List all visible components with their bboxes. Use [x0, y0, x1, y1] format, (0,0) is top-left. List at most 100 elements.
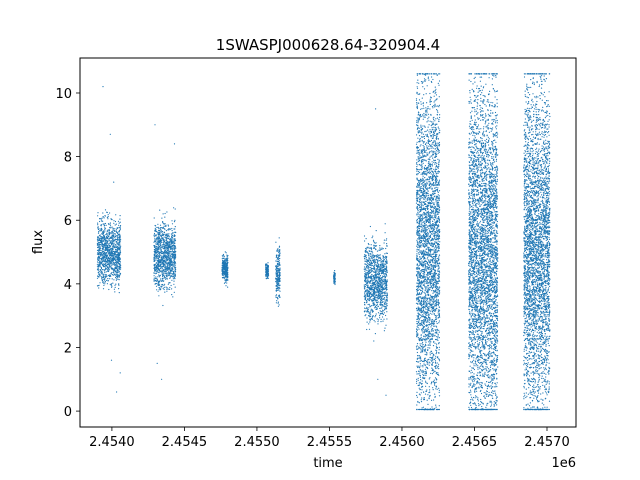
data-point: [162, 227, 164, 229]
data-point: [169, 272, 171, 274]
data-point: [167, 225, 170, 227]
data-point: [118, 292, 120, 294]
data-point: [119, 244, 121, 246]
data-point: [226, 259, 228, 261]
data-point: [170, 284, 172, 287]
data-point: [111, 239, 114, 241]
data-point: [160, 240, 162, 243]
data-point: [114, 251, 116, 253]
data-point: [114, 291, 116, 293]
data-point: [171, 263, 173, 265]
data-point: [169, 258, 172, 260]
data-point: [374, 281, 377, 283]
data-point: [100, 271, 102, 273]
data-point: [374, 283, 376, 286]
data-point: [419, 214, 421, 216]
data-point: [171, 262, 173, 264]
data-point: [225, 285, 227, 287]
data-point: [116, 231, 118, 234]
data-point: [174, 270, 176, 272]
data-point: [383, 282, 385, 284]
data-point: [157, 245, 160, 247]
data-point: [419, 93, 421, 95]
data-point: [166, 278, 169, 280]
data-point: [334, 281, 336, 283]
data-point: [167, 250, 169, 252]
data-point: [116, 268, 118, 270]
data-point: [112, 245, 114, 247]
data-point: [164, 212, 166, 215]
data-point: [165, 230, 167, 232]
data-point: [96, 263, 98, 265]
data-point: [366, 260, 368, 263]
data-point: [154, 260, 156, 262]
data-point: [105, 257, 107, 259]
data-point: [374, 293, 376, 295]
data-point: [276, 289, 278, 291]
data-point: [102, 273, 104, 275]
data-point: [165, 286, 167, 288]
data-point: [110, 359, 113, 361]
data-point: [278, 253, 280, 255]
data-point: [158, 265, 160, 268]
data-point: [430, 330, 432, 332]
data-point: [159, 271, 161, 273]
data-point: [103, 223, 105, 225]
data-point: [162, 280, 164, 282]
data-point: [377, 320, 379, 323]
data-point: [103, 231, 105, 233]
data-point: [163, 231, 166, 233]
data-point: [372, 252, 374, 254]
data-point: [420, 103, 422, 105]
data-point: [427, 233, 429, 235]
data-point: [165, 258, 167, 260]
data-point: [374, 276, 376, 278]
data-point: [112, 257, 114, 259]
data-point: [428, 378, 430, 380]
data-point: [153, 232, 156, 235]
data-point: [376, 303, 378, 306]
data-point: [110, 263, 112, 265]
data-point: [226, 272, 228, 275]
data-point: [433, 130, 435, 132]
data-point: [421, 221, 423, 223]
data-point: [380, 297, 382, 300]
data-point: [377, 286, 379, 288]
data-point: [426, 304, 428, 306]
data-point: [104, 222, 107, 225]
data-point: [170, 240, 172, 242]
data-point: [383, 256, 385, 258]
data-point: [427, 77, 429, 79]
data-point: [366, 259, 368, 261]
data-point: [380, 257, 382, 259]
data-point: [99, 234, 101, 236]
data-point: [111, 247, 113, 249]
data-point: [112, 260, 114, 262]
data-point: [162, 261, 164, 263]
data-point: [379, 298, 382, 300]
data-point: [428, 344, 430, 346]
data-point: [163, 236, 165, 238]
data-point: [375, 255, 377, 257]
data-point: [114, 252, 116, 254]
data-point: [105, 238, 107, 240]
data-point: [277, 302, 279, 304]
data-point: [438, 141, 440, 144]
data-point: [111, 285, 113, 287]
data-point: [277, 279, 279, 282]
data-point: [106, 211, 108, 213]
data-point: [372, 288, 374, 291]
data-point: [385, 263, 387, 265]
data-point: [105, 252, 108, 254]
data-point: [173, 265, 175, 267]
data-point: [421, 290, 424, 293]
data-point: [370, 299, 372, 301]
data-point: [161, 246, 163, 248]
data-point: [172, 253, 174, 256]
data-point: [155, 258, 157, 260]
data-point: [160, 256, 162, 258]
data-point: [425, 370, 427, 372]
data-point: [102, 281, 104, 283]
data-point: [386, 271, 388, 273]
data-point: [334, 275, 336, 277]
